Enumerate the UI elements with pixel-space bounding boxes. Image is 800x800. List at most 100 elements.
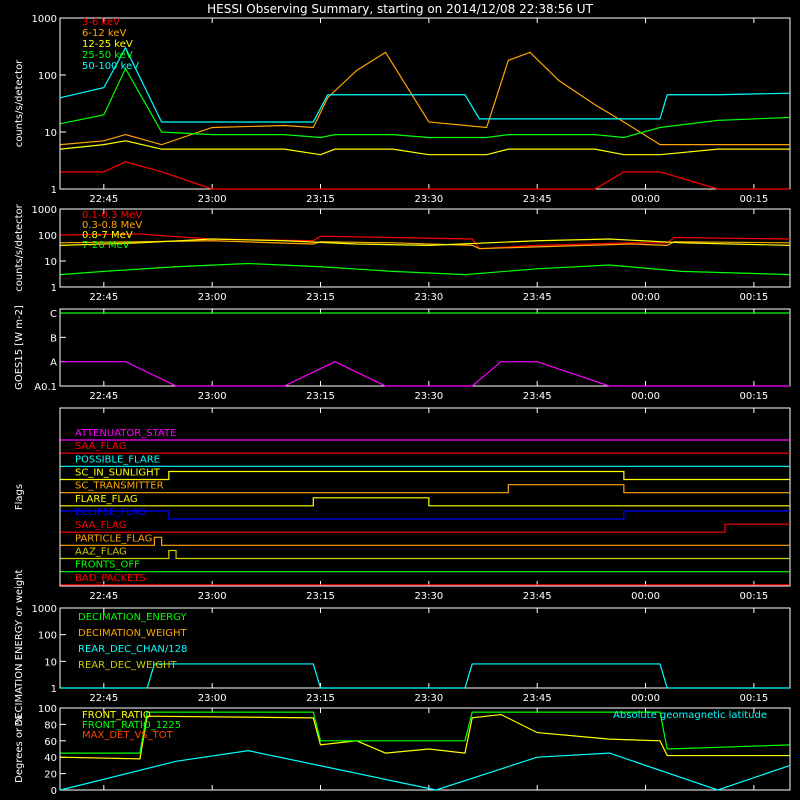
flag-label: FRONTS_OFF — [75, 560, 140, 571]
flag-label: BAD_PACKETS — [75, 573, 146, 584]
decimation-panel-xtick-label: 23:30 — [414, 693, 443, 704]
flag-label: FLARE_FLAG — [75, 494, 138, 505]
hxr-panel-ytick-label: 1000 — [32, 14, 57, 25]
decimation-panel-ylabel: DECIMATION ENERGY or weight — [14, 569, 25, 726]
ratio-panel-ytick-label: 100 — [38, 704, 57, 715]
hxr-panel-legend-item: 25-50 keV — [82, 50, 133, 61]
gamma-panel-xtick-label: 23:30 — [414, 292, 443, 303]
hxr-panel-legend-item: 3-6 keV — [82, 17, 120, 28]
decimation-panel-legend-item: DECIMATION_WEIGHT — [78, 628, 187, 639]
goes-panel-xtick-label: 23:30 — [414, 391, 443, 402]
goes-panel-ytick-label: A0.1 — [34, 382, 57, 393]
decimation-panel-legend-item: DECIMATION_ENERGY — [78, 612, 187, 623]
ratio-panel-ytick-label: 0 — [51, 786, 57, 797]
flag-timeline-line — [60, 510, 790, 520]
goes-panel-xtick-label: 23:00 — [198, 391, 227, 402]
flags-panel-xtick-label: 00:15 — [739, 591, 768, 602]
flag-timeline-line — [60, 523, 790, 533]
goes-panel-xtick-label: 23:45 — [523, 391, 552, 402]
ratio-panel-ytick-label: 40 — [44, 753, 57, 764]
goes-panel-frame — [59, 308, 791, 387]
flag-timeline-line — [60, 484, 790, 494]
goes-panel-xtick-label: 00:00 — [631, 391, 660, 402]
ratio-panel-legend-item: MAX_DET_VS_TOT — [82, 730, 174, 741]
goes-panel-xtick-label: 23:15 — [306, 391, 335, 402]
decimation-panel-ytick-label: 100 — [38, 631, 57, 642]
flags-panel-xtick-label: 23:15 — [306, 591, 335, 602]
decimation-panel-xtick-label: 22:45 — [89, 693, 118, 704]
ratio-panel-legend-item: FRONT_RATIO_1225 — [82, 720, 181, 731]
hxr-series-line — [60, 140, 790, 156]
decimation-panel-legend-item: REAR_DEC_WEIGHT — [78, 660, 177, 671]
flag-label: POSSIBLE_FLARE — [75, 454, 160, 465]
gamma-panel-ytick-label: 1000 — [32, 205, 57, 216]
decimation-panel-xtick-label: 23:15 — [306, 693, 335, 704]
ratio-panel-ytick-label: 60 — [44, 737, 57, 748]
hxr-panel-xtick-label: 22:45 — [89, 194, 118, 205]
gamma-panel-xtick-label: 23:45 — [523, 292, 552, 303]
flags-panel-xtick-label: 23:00 — [198, 591, 227, 602]
hxr-panel-xtick-label: 23:15 — [306, 194, 335, 205]
gamma-series-line — [60, 233, 791, 250]
hxr-panel-legend-item: 50-100 keV — [82, 61, 139, 72]
flag-label: AAZ_FLAG — [75, 547, 127, 558]
flags-panel-frame — [59, 407, 791, 587]
decimation-panel-ytick-label: 10 — [44, 657, 57, 668]
flag-label: SAA_FLAG — [75, 520, 126, 531]
ratio-series-line — [60, 750, 791, 791]
gamma-panel-ytick-label: 100 — [38, 231, 57, 242]
gamma-panel-ylabel: counts/s/detector — [14, 203, 25, 291]
ratio-panel-legend-item: FRONT_RATIO — [82, 710, 151, 721]
hxr-panel-legend-item: 6-12 keV — [82, 28, 126, 39]
decimation-panel-xtick-label: 23:45 — [523, 693, 552, 704]
ratio-series-line — [60, 713, 790, 760]
flag-label: PARTICLE_FLAG — [75, 533, 152, 544]
hxr-panel-frame — [59, 17, 791, 190]
gamma-panel-xtick-label: 23:15 — [306, 292, 335, 303]
figure-title: HESSI Observing Summary, starting on 201… — [207, 2, 593, 16]
panels-group: 22:45 23:00 23:15 23:30 23:45 00:00 00:15 count… — [14, 14, 791, 797]
goes-panel-ytick-label: C — [50, 309, 57, 320]
gamma-panel-xtick-label: 00:15 — [739, 292, 768, 303]
flag-label: ATTENUATOR_STATE — [75, 428, 176, 439]
flag-timeline-line — [60, 536, 790, 546]
hxr-panel-xtick-label: 23:45 — [523, 194, 552, 205]
hxr-panel-xtick-label: 23:30 — [414, 194, 443, 205]
gamma-panel-xtick-label: 00:00 — [631, 292, 660, 303]
hxr-series-line — [60, 67, 791, 139]
hxr-series-line — [60, 161, 790, 190]
gamma-panel-frame — [59, 208, 791, 288]
goes-panel-xtick-label: 22:45 — [89, 391, 118, 402]
ratio-panel-ytick-label: 80 — [44, 720, 57, 731]
goes-series-line — [60, 361, 790, 387]
decimation-panel-legend-item: REAR_DEC_CHAN/128 — [78, 644, 187, 655]
flags-panel-xtick-label: 22:45 — [89, 591, 118, 602]
gamma-series-line — [60, 238, 791, 246]
flag-label: SC_TRANSMITTER — [75, 481, 164, 492]
ratio-series-line — [60, 711, 791, 754]
hxr-panel-legend-item: 12-25 keV — [82, 39, 133, 50]
decimation-panel-xtick-label: 23:00 — [198, 693, 227, 704]
ratio-panel-ytick-label: 20 — [44, 770, 57, 781]
flags-panel-xtick-label: 23:30 — [414, 591, 443, 602]
hxr-series-line — [60, 51, 790, 146]
goes-panel-ylabel: GOES15 [W m-2] — [14, 305, 25, 390]
decimation-panel-xtick-label: 00:00 — [631, 693, 660, 704]
gamma-panel-legend-item: 0.3-0.8 MeV — [82, 220, 142, 231]
gamma-panel-xtick-label: 23:00 — [198, 292, 227, 303]
ratio-panel-frame — [59, 707, 791, 791]
flag-label: SAA_FLAG — [75, 441, 126, 452]
flags-panel-xtick-label: 00:00 — [631, 591, 660, 602]
gamma-series-line — [60, 262, 791, 276]
gamma-panel-ytick-label: 10 — [44, 257, 57, 268]
flag-timeline-line — [60, 549, 790, 560]
flags-panel-ylabel: Flags — [14, 484, 25, 510]
flag-label: SC_IN_SUNLIGHT — [75, 468, 161, 479]
flag-timeline-line — [60, 497, 790, 507]
gamma-panel-ytick-label: 1 — [51, 283, 57, 294]
flag-timeline-line — [60, 470, 790, 481]
ratio-panel-legend-item: Absolute geomagnetic latitude — [613, 710, 767, 721]
goes-panel-ytick-label: A — [50, 358, 57, 369]
gamma-panel-legend-item: 7-20 MeV — [82, 240, 130, 251]
hxr-panel-xtick-label: 00:15 — [739, 194, 768, 205]
